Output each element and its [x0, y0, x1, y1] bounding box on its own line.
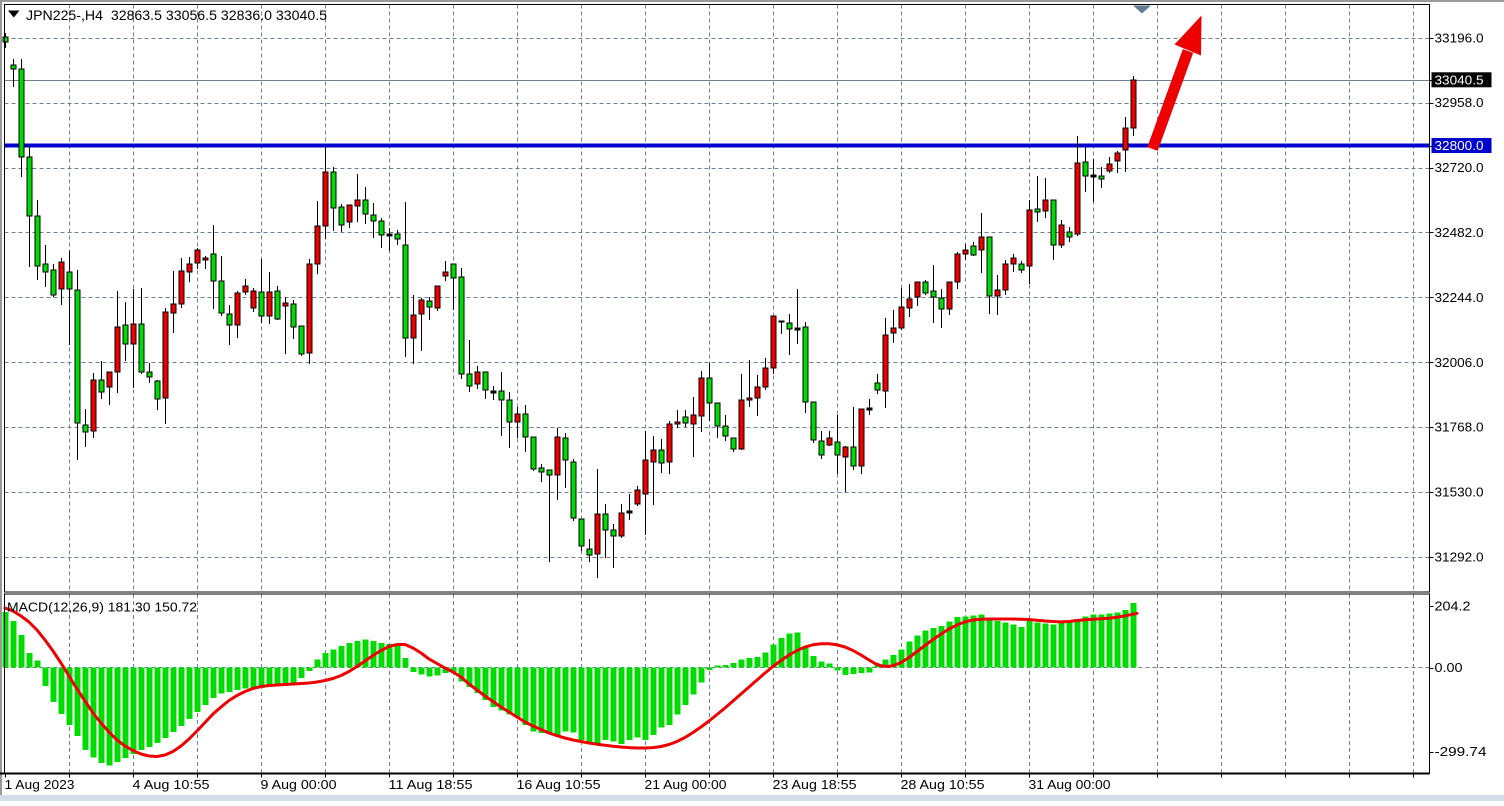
svg-text:31768.0: 31768.0 — [1435, 421, 1484, 435]
svg-text:21 Aug 00:00: 21 Aug 00:00 — [645, 778, 727, 792]
svg-text:1 Aug 2023: 1 Aug 2023 — [5, 778, 75, 792]
svg-text:16 Aug 10:55: 16 Aug 10:55 — [517, 778, 601, 792]
svg-text:0.00: 0.00 — [1435, 661, 1463, 675]
svg-text:31530.0: 31530.0 — [1435, 486, 1484, 500]
svg-text:32006.0: 32006.0 — [1435, 356, 1484, 370]
svg-text:MACD(12,26,9) 181.30 150.72: MACD(12,26,9) 181.30 150.72 — [7, 601, 197, 615]
svg-text:32958.0: 32958.0 — [1435, 96, 1484, 110]
svg-text:11 Aug 18:55: 11 Aug 18:55 — [389, 778, 473, 792]
svg-text:32800.0: 32800.0 — [1435, 139, 1484, 153]
svg-text:9 Aug 00:00: 9 Aug 00:00 — [261, 778, 337, 792]
svg-text:32244.0: 32244.0 — [1435, 291, 1484, 305]
svg-text:31 Aug 00:00: 31 Aug 00:00 — [1029, 778, 1111, 792]
svg-text:204.2: 204.2 — [1435, 600, 1471, 614]
svg-text:JPN225-,H4 32863.5 33056.5 32: JPN225-,H4 32863.5 33056.5 32836.0 33040… — [26, 8, 327, 23]
svg-text:32482.0: 32482.0 — [1435, 226, 1484, 240]
svg-text:-299.74: -299.74 — [1435, 745, 1487, 759]
svg-text:33040.5: 33040.5 — [1435, 73, 1484, 87]
svg-text:28 Aug 10:55: 28 Aug 10:55 — [901, 778, 985, 792]
svg-text:32720.0: 32720.0 — [1435, 161, 1484, 175]
svg-text:4 Aug 10:55: 4 Aug 10:55 — [133, 778, 210, 792]
svg-text:33196.0: 33196.0 — [1435, 31, 1484, 45]
svg-text:31292.0: 31292.0 — [1435, 551, 1484, 565]
svg-text:23 Aug 18:55: 23 Aug 18:55 — [773, 778, 857, 792]
